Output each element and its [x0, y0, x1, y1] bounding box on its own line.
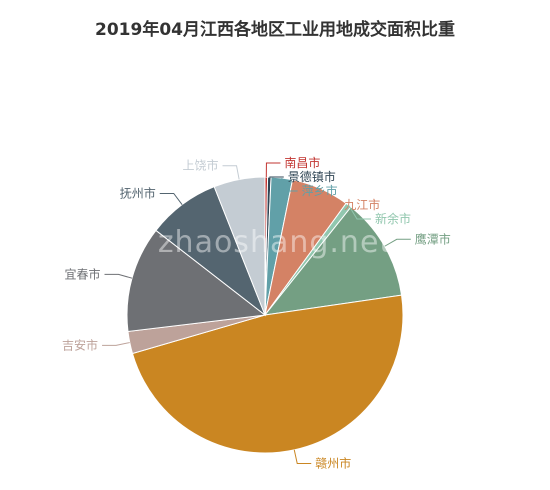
pie-slice-5[interactable]: [263, 206, 403, 316]
leader-line-3: [320, 188, 341, 206]
leader-line-4: [348, 204, 372, 220]
slice-label-3: 九江市: [344, 197, 380, 212]
leader-line-7: [102, 342, 130, 346]
slice-label-2: 萍乡市: [302, 183, 338, 198]
pie-slice-6[interactable]: [131, 294, 404, 454]
leader-line-8: [104, 273, 133, 279]
slice-label-7: 吉安市: [62, 337, 98, 352]
slice-label-5: 鹰潭市: [415, 231, 451, 246]
pie-slices: [126, 176, 404, 454]
leader-line-5: [384, 238, 411, 247]
slice-label-8: 宜春市: [64, 266, 100, 281]
slice-label-4: 新余市: [375, 211, 411, 226]
slice-label-10: 上饶市: [183, 158, 219, 173]
leader-line-0: [265, 162, 281, 178]
leader-line-10: [222, 165, 240, 180]
leader-line-6: [293, 449, 312, 465]
slice-label-6: 赣州市: [315, 456, 351, 471]
slice-label-9: 抚州市: [120, 185, 156, 200]
leader-line-9: [159, 192, 183, 205]
slice-label-0: 南昌市: [284, 155, 320, 170]
watermark-text: zhaoshang.net: [158, 225, 392, 260]
leader-line-2: [281, 177, 298, 192]
chart-title: 2019年04月江西各地区工业用地成交面积比重: [95, 19, 455, 40]
slice-label-1: 景德镇市: [288, 169, 336, 184]
pie-slice-8[interactable]: [126, 229, 267, 332]
pie-slice-10[interactable]: [213, 176, 266, 316]
